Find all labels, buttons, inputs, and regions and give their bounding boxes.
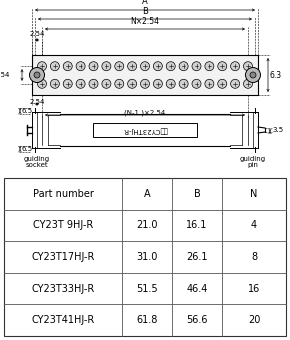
Circle shape <box>63 62 72 71</box>
Circle shape <box>192 62 201 71</box>
Text: 2.54: 2.54 <box>0 72 10 78</box>
Circle shape <box>153 79 162 88</box>
Circle shape <box>89 62 98 71</box>
Text: N: N <box>250 189 258 199</box>
Text: N×2.54: N×2.54 <box>130 17 160 26</box>
Circle shape <box>34 72 40 78</box>
Text: 4: 4 <box>251 220 257 231</box>
Circle shape <box>244 62 253 71</box>
Circle shape <box>140 79 150 88</box>
Circle shape <box>115 62 124 71</box>
Text: pin: pin <box>248 162 258 168</box>
Text: 26.1: 26.1 <box>186 252 208 262</box>
Text: B: B <box>194 189 200 199</box>
Bar <box>32 55 258 95</box>
Circle shape <box>231 62 240 71</box>
Text: guiding: guiding <box>240 156 266 162</box>
Text: 2.54: 2.54 <box>29 31 45 37</box>
Text: CY23T 9HJ-R: CY23T 9HJ-R <box>33 220 93 231</box>
Text: Part number: Part number <box>32 189 93 199</box>
Text: guiding: guiding <box>24 156 50 162</box>
Circle shape <box>128 79 137 88</box>
Text: A: A <box>144 189 150 199</box>
Circle shape <box>246 68 260 83</box>
Circle shape <box>102 62 111 71</box>
Circle shape <box>128 62 137 71</box>
Text: 6.5: 6.5 <box>22 146 33 152</box>
Circle shape <box>102 79 111 88</box>
Text: 51.5: 51.5 <box>136 284 158 294</box>
Text: 引コCY23THJ-R: 引コCY23THJ-R <box>123 127 167 133</box>
Circle shape <box>205 79 214 88</box>
Text: CY23T17HJ-R: CY23T17HJ-R <box>31 252 95 262</box>
Text: 31.0: 31.0 <box>136 252 158 262</box>
Circle shape <box>76 79 85 88</box>
Text: 20: 20 <box>248 315 260 325</box>
Circle shape <box>166 79 175 88</box>
Circle shape <box>205 62 214 71</box>
Circle shape <box>30 68 44 83</box>
Text: (N-1 )×2.54: (N-1 )×2.54 <box>124 110 166 117</box>
Text: 16: 16 <box>248 284 260 294</box>
Text: 8: 8 <box>251 252 257 262</box>
Bar <box>93 123 197 137</box>
Circle shape <box>192 79 201 88</box>
Text: A: A <box>142 0 148 6</box>
Text: 6.3: 6.3 <box>270 70 282 80</box>
Text: CY23T41HJ-R: CY23T41HJ-R <box>31 315 95 325</box>
Text: 16.1: 16.1 <box>186 220 208 231</box>
Bar <box>4 178 286 336</box>
Text: 56.6: 56.6 <box>186 315 208 325</box>
Text: CY23T33HJ-R: CY23T33HJ-R <box>31 284 95 294</box>
Circle shape <box>140 62 150 71</box>
Text: 2.54: 2.54 <box>29 100 45 105</box>
Text: 46.4: 46.4 <box>186 284 208 294</box>
Circle shape <box>179 79 188 88</box>
Circle shape <box>37 79 46 88</box>
Circle shape <box>89 79 98 88</box>
Circle shape <box>231 79 240 88</box>
Circle shape <box>50 79 59 88</box>
Circle shape <box>153 62 162 71</box>
Text: 6.5: 6.5 <box>22 108 33 114</box>
Circle shape <box>37 62 46 71</box>
Text: 61.8: 61.8 <box>136 315 158 325</box>
Circle shape <box>76 62 85 71</box>
Text: 21.0: 21.0 <box>136 220 158 231</box>
Circle shape <box>218 62 227 71</box>
Text: B: B <box>142 6 148 16</box>
Circle shape <box>166 62 175 71</box>
Circle shape <box>50 62 59 71</box>
Circle shape <box>179 62 188 71</box>
Circle shape <box>63 79 72 88</box>
Text: socket: socket <box>26 162 48 168</box>
Text: 3.5: 3.5 <box>272 127 283 133</box>
Circle shape <box>115 79 124 88</box>
Circle shape <box>244 79 253 88</box>
Circle shape <box>218 79 227 88</box>
Circle shape <box>250 72 256 78</box>
